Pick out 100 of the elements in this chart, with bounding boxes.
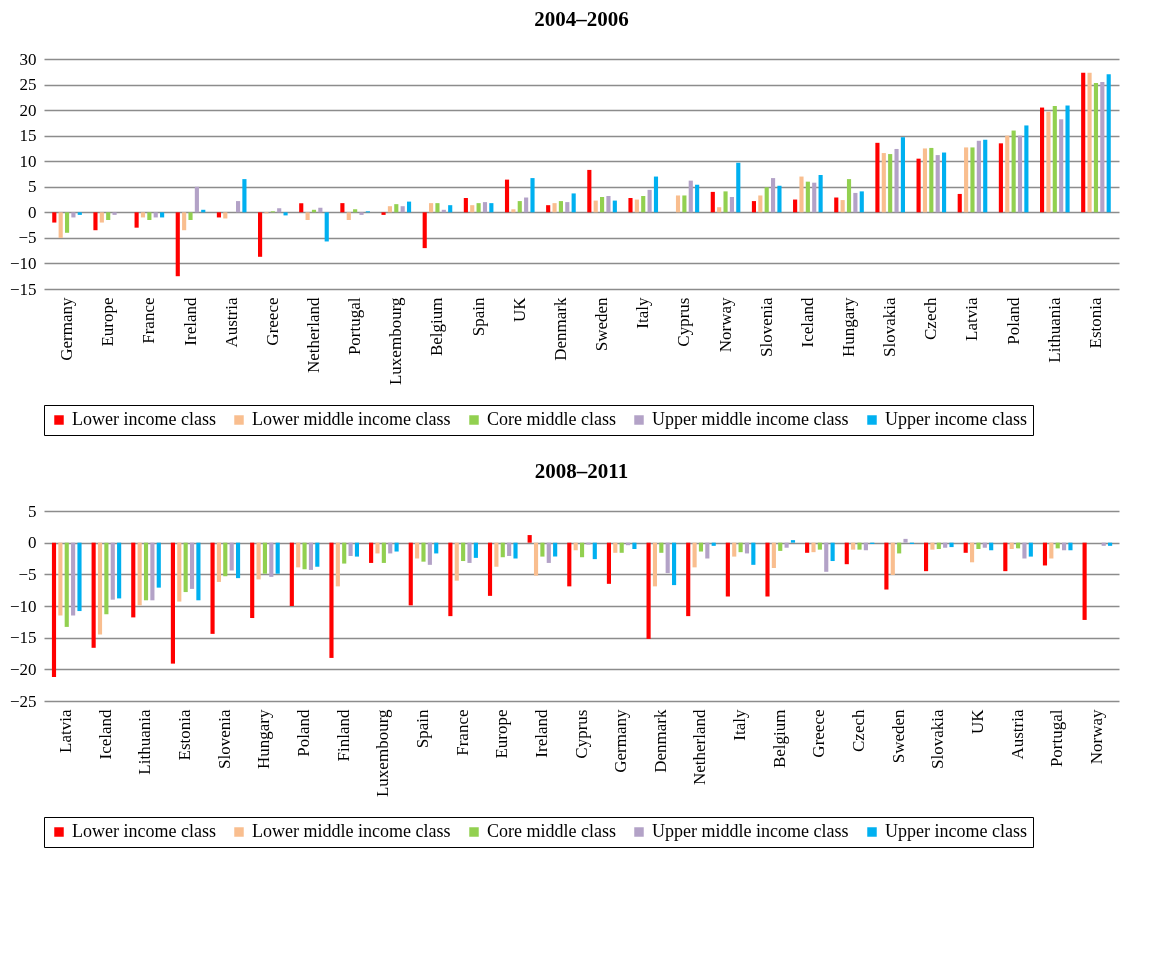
- bar: [52, 212, 57, 223]
- bar: [134, 212, 139, 228]
- bar: [487, 542, 493, 596]
- x-tick-label: Estonia: [1085, 297, 1105, 349]
- x-tick-label: Cyprus: [571, 709, 591, 759]
- bar: [805, 542, 810, 553]
- bar: [587, 169, 592, 213]
- bar: [817, 542, 822, 550]
- bar: [296, 542, 301, 568]
- bar: [177, 542, 182, 602]
- x-tick-label: Iceland: [797, 297, 817, 348]
- bar: [1106, 74, 1111, 213]
- bar: [970, 147, 975, 213]
- bar: [229, 542, 234, 571]
- bar: [793, 199, 798, 213]
- bar: [150, 542, 155, 601]
- bar: [189, 542, 195, 589]
- bar: [1011, 130, 1016, 213]
- bar: [435, 203, 440, 213]
- x-tick-label: Netherland: [303, 297, 323, 374]
- x-tick-label: Czech: [921, 297, 941, 340]
- bar: [511, 209, 516, 213]
- bar: [104, 542, 109, 615]
- bar: [546, 542, 551, 563]
- bar: [387, 206, 392, 213]
- bar: [710, 191, 715, 213]
- bar: [346, 212, 351, 220]
- bar: [64, 212, 70, 233]
- bar: [394, 542, 399, 552]
- bar: [91, 542, 96, 648]
- bar: [223, 542, 228, 577]
- bar: [957, 193, 962, 213]
- bar: [250, 542, 255, 619]
- bar: [998, 143, 1003, 213]
- bar: [641, 195, 646, 213]
- bar: [751, 542, 756, 565]
- bar: [606, 195, 611, 213]
- bar: [857, 542, 862, 550]
- bar: [513, 542, 518, 559]
- bar: [771, 542, 776, 568]
- bar: [558, 201, 563, 213]
- bar: [546, 205, 551, 213]
- legend-label: Lower middle income class: [252, 821, 451, 841]
- bar: [51, 542, 57, 677]
- bar: [183, 542, 188, 593]
- bar: [1009, 542, 1014, 549]
- bar: [818, 175, 823, 213]
- x-tick-label: Europe: [98, 297, 118, 347]
- y-tick-label: −15: [9, 628, 37, 648]
- bar: [593, 200, 598, 213]
- bar: [99, 212, 104, 223]
- bar: [729, 197, 734, 213]
- bar: [375, 542, 380, 554]
- bar: [1101, 542, 1106, 546]
- bar: [613, 542, 618, 553]
- x-tick-label: Greece: [809, 709, 829, 758]
- bar: [686, 542, 691, 617]
- bar: [976, 140, 981, 213]
- bar: [400, 206, 405, 213]
- bar: [160, 212, 165, 218]
- bar: [930, 542, 935, 550]
- bar: [494, 542, 499, 567]
- bar: [335, 542, 340, 587]
- bar: [717, 207, 722, 213]
- x-tick-label: France: [139, 297, 159, 344]
- bar: [976, 542, 981, 549]
- x-tick-label: France: [452, 709, 472, 756]
- x-tick-label: Iceland: [95, 709, 115, 760]
- x-tick-label: Poland: [1003, 297, 1023, 345]
- x-tick-label: Sweden: [888, 709, 908, 764]
- y-tick-label: −10: [9, 596, 37, 616]
- x-tick-label: Denmark: [550, 297, 570, 361]
- bar: [58, 542, 63, 616]
- bar: [1046, 111, 1051, 213]
- bar: [935, 155, 940, 213]
- x-tick-label: Belgium: [769, 709, 789, 769]
- bar: [736, 162, 741, 213]
- x-tick-label: Italy: [730, 709, 750, 741]
- bar: [751, 201, 757, 213]
- legend-label: Lower income class: [72, 821, 216, 841]
- bar: [71, 542, 76, 616]
- bar: [1052, 106, 1057, 213]
- legend-label: Upper income class: [885, 409, 1027, 429]
- bar: [982, 542, 987, 548]
- x-tick-label: Finland: [333, 709, 353, 762]
- x-tick-label: Sweden: [592, 297, 612, 352]
- bar: [415, 542, 420, 559]
- bar: [863, 542, 868, 551]
- bar: [725, 542, 730, 597]
- bar: [143, 542, 149, 601]
- bar: [1017, 135, 1023, 213]
- bar: [1087, 72, 1092, 213]
- bar: [242, 179, 247, 213]
- bar: [888, 154, 893, 213]
- x-tick-label: Latvia: [962, 297, 982, 341]
- bar: [421, 542, 426, 562]
- bar: [461, 542, 466, 562]
- bar: [147, 212, 152, 220]
- bar: [805, 181, 810, 213]
- bar: [235, 201, 241, 213]
